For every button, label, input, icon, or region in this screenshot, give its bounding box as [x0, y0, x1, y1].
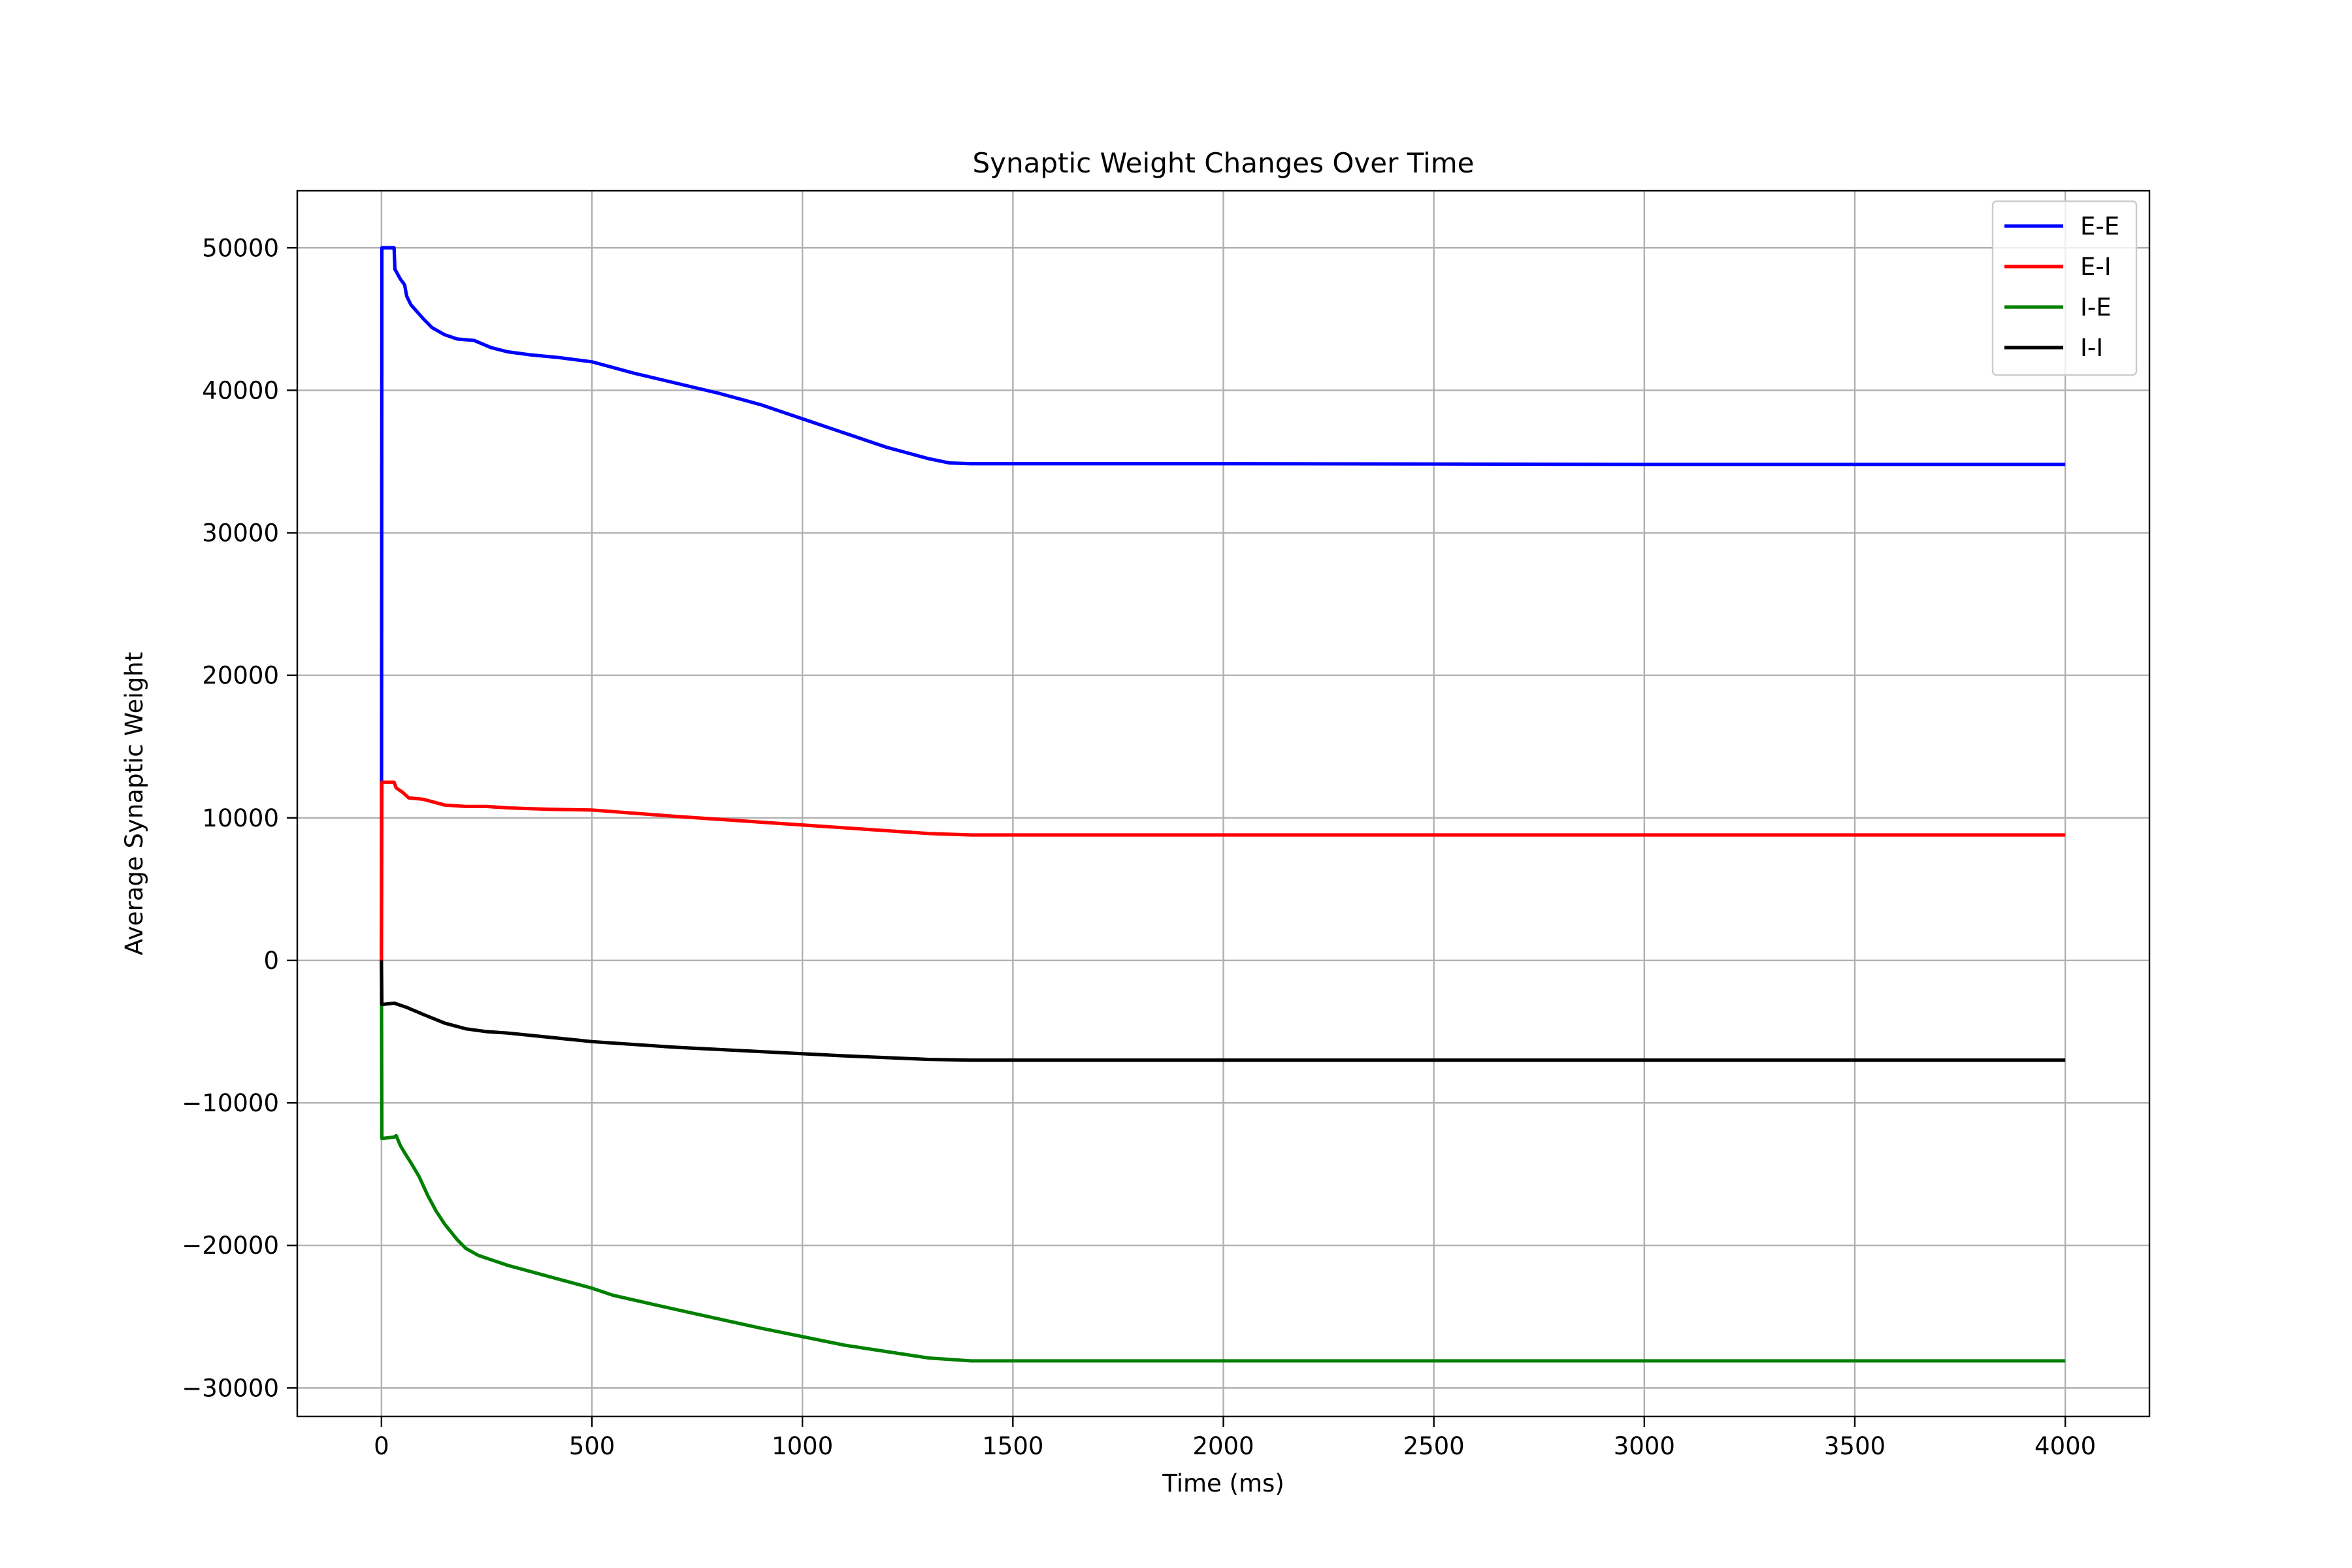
- series-lines: [380, 246, 2066, 1363]
- x-tick-label: 500: [569, 1432, 615, 1460]
- legend: E-E E-I I-E I-I: [1991, 200, 2138, 376]
- series-line-i-e: [380, 960, 2066, 1363]
- x-tick-label: 0: [374, 1432, 389, 1460]
- axis-ticks: 0 500 1000 1500 2000 2500 3000 3500 4000 −30000 −2…: [182, 234, 2096, 1460]
- x-axis-label: Time (ms): [1162, 1469, 1284, 1497]
- series-line-e-i: [380, 780, 2066, 960]
- legend-label-i-e: I-E: [2080, 293, 2112, 321]
- legend-label-e-e: E-E: [2080, 212, 2119, 240]
- y-tick-label: 0: [263, 947, 279, 975]
- y-tick-label: 50000: [202, 234, 279, 262]
- x-tick-label: 2500: [1403, 1432, 1465, 1460]
- y-tick-label: −20000: [182, 1232, 279, 1260]
- y-tick-label: 20000: [202, 662, 279, 690]
- x-tick-label: 1000: [772, 1432, 833, 1460]
- grid-lines: [297, 191, 2149, 1416]
- series-line-e-e: [380, 246, 2066, 960]
- y-tick-label: 10000: [202, 804, 279, 832]
- legend-box: [1991, 200, 2138, 376]
- y-tick-label: 30000: [202, 519, 279, 547]
- legend-label-i-i: I-I: [2080, 334, 2103, 362]
- x-tick-label: 3000: [1614, 1432, 1675, 1460]
- chart-title: Synaptic Weight Changes Over Time: [973, 147, 1475, 179]
- y-axis-label: Average Synaptic Weight: [120, 652, 148, 956]
- series-line-i-i: [380, 960, 2066, 1062]
- y-tick-label: 40000: [202, 376, 279, 404]
- x-tick-label: 2000: [1192, 1432, 1254, 1460]
- x-tick-label: 3500: [1824, 1432, 1886, 1460]
- x-tick-label: 4000: [2034, 1432, 2096, 1460]
- x-tick-label: 1500: [982, 1432, 1043, 1460]
- y-tick-label: −30000: [182, 1374, 279, 1402]
- y-tick-label: −10000: [182, 1089, 279, 1117]
- legend-label-e-i: E-I: [2080, 253, 2112, 281]
